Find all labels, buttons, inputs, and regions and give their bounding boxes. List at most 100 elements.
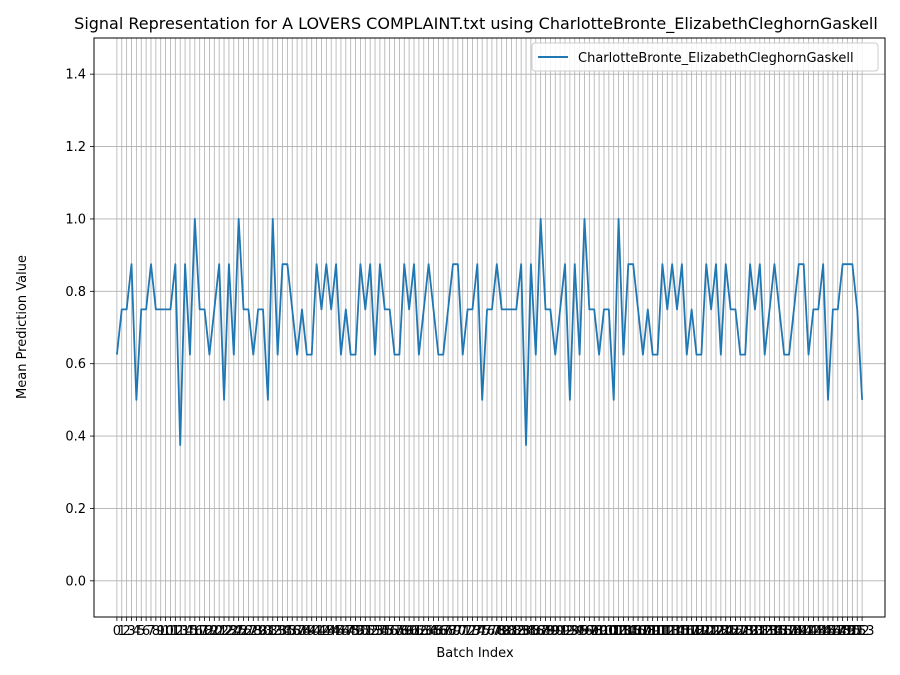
- x-tick-label: 71: [454, 624, 471, 639]
- x-tick-label: 0: [113, 624, 121, 639]
- x-tick-label: 32: [264, 624, 281, 639]
- x-tick-label: 8: [152, 624, 160, 639]
- chart-title: Signal Representation for A LOVERS COMPL…: [74, 14, 878, 34]
- x-tick-label: 128: [728, 624, 753, 639]
- x-tick-label: 25: [230, 624, 247, 639]
- x-tick-label: 119: [684, 624, 709, 639]
- x-tick-label: 100: [592, 624, 617, 639]
- x-tick-label: 76: [479, 624, 496, 639]
- x-tick-label: 133: [752, 624, 777, 639]
- x-tick-label: 116: [669, 624, 694, 639]
- x-tick-label: 61: [406, 624, 423, 639]
- x-tick-label: 19: [201, 624, 218, 639]
- x-tick-label: 55: [377, 624, 394, 639]
- x-ticks: 0123456789101112131415161718192021222324…: [113, 617, 875, 639]
- y-ticks: 0.0 0.2 0.4 0.6 0.8 1.0 1.2 1.4: [65, 68, 94, 589]
- x-tick-label: 27: [240, 624, 257, 639]
- x-tick-label: 34: [274, 624, 291, 639]
- x-tick-label: 26: [235, 624, 252, 639]
- x-tick-label: 68: [440, 624, 457, 639]
- x-tick-label: 112: [650, 624, 675, 639]
- y-tick-label: 0.0: [65, 574, 86, 589]
- x-tick-label: 58: [391, 624, 408, 639]
- x-tick-label: 41: [308, 624, 325, 639]
- x-tick-label: 35: [279, 624, 296, 639]
- x-tick-label: 115: [665, 624, 690, 639]
- x-tick-label: 36: [284, 624, 301, 639]
- x-tick-label: 24: [226, 624, 243, 639]
- x-tick-label: 142: [796, 624, 821, 639]
- x-tick-label: 111: [645, 624, 670, 639]
- x-tick-label: 102: [601, 624, 626, 639]
- x-tick-label: 118: [679, 624, 704, 639]
- x-tick-label: 15: [182, 624, 199, 639]
- x-tick-label: 53: [367, 624, 384, 639]
- x-tick-label: 91: [552, 624, 569, 639]
- x-tick-label: 127: [723, 624, 748, 639]
- x-tick-label: 92: [557, 624, 574, 639]
- x-tick-label: 73: [464, 624, 481, 639]
- x-tick-label: 141: [791, 624, 816, 639]
- x-tick-label: 17: [191, 624, 208, 639]
- x-tick-label: 74: [469, 624, 486, 639]
- x-tick-label: 107: [626, 624, 651, 639]
- x-tick-label: 105: [616, 624, 641, 639]
- x-tick-label: 124: [708, 624, 733, 639]
- x-tick-label: 120: [689, 624, 714, 639]
- x-tick-label: 2: [122, 624, 130, 639]
- y-tick-label: 0.8: [65, 285, 86, 300]
- x-tick-label: 48: [342, 624, 359, 639]
- x-tick-label: 23: [221, 624, 238, 639]
- x-tick-label: 10: [157, 624, 174, 639]
- x-tick-label: 113: [655, 624, 680, 639]
- x-axis-label: Batch Index: [436, 646, 514, 661]
- x-tick-label: 66: [430, 624, 447, 639]
- y-tick-label: 0.2: [65, 502, 86, 517]
- x-tick-label: 21: [211, 624, 228, 639]
- y-tick-label: 1.2: [65, 140, 86, 155]
- x-tick-label: 69: [445, 624, 462, 639]
- x-tick-label: 65: [425, 624, 442, 639]
- x-tick-label: 56: [381, 624, 398, 639]
- x-tick-label: 7: [147, 624, 155, 639]
- x-tick-label: 78: [489, 624, 506, 639]
- x-tick-label: 18: [196, 624, 213, 639]
- x-tick-label: 33: [269, 624, 286, 639]
- x-tick-label: 114: [660, 624, 685, 639]
- x-tick-label: 99: [591, 624, 608, 639]
- x-tick-label: 52: [362, 624, 379, 639]
- x-tick-label: 130: [738, 624, 763, 639]
- x-tick-label: 134: [757, 624, 782, 639]
- x-tick-label: 63: [415, 624, 432, 639]
- x-tick-label: 29: [250, 624, 267, 639]
- x-tick-label: 117: [674, 624, 699, 639]
- x-tick-label: 11: [162, 624, 179, 639]
- x-tick-label: 70: [450, 624, 467, 639]
- x-tick-label: 147: [820, 624, 845, 639]
- x-tick-label: 125: [713, 624, 738, 639]
- x-tick-label: 51: [357, 624, 374, 639]
- x-tick-label: 97: [581, 624, 598, 639]
- x-tick-label: 37: [289, 624, 306, 639]
- x-tick-label: 132: [747, 624, 772, 639]
- x-tick-label: 90: [547, 624, 564, 639]
- x-tick-label: 5: [137, 624, 145, 639]
- x-tick-label: 77: [484, 624, 501, 639]
- x-tick-label: 129: [733, 624, 758, 639]
- x-tick-label: 9: [157, 624, 165, 639]
- x-tick-label: 93: [562, 624, 579, 639]
- x-tick-label: 20: [206, 624, 223, 639]
- x-tick-label: 143: [801, 624, 826, 639]
- x-tick-label: 96: [576, 624, 593, 639]
- x-tick-label: 44: [323, 624, 340, 639]
- x-tick-label: 45: [328, 624, 345, 639]
- x-tick-label: 139: [782, 624, 807, 639]
- x-tick-label: 89: [542, 624, 559, 639]
- x-tick-label: 40: [303, 624, 320, 639]
- x-tick-label: 86: [527, 624, 544, 639]
- x-tick-label: 39: [299, 624, 316, 639]
- x-tick-label: 101: [596, 624, 621, 639]
- x-tick-label: 87: [532, 624, 549, 639]
- x-tick-label: 31: [260, 624, 277, 639]
- legend: CharlotteBronte_ElizabethCleghornGaskell: [531, 42, 879, 72]
